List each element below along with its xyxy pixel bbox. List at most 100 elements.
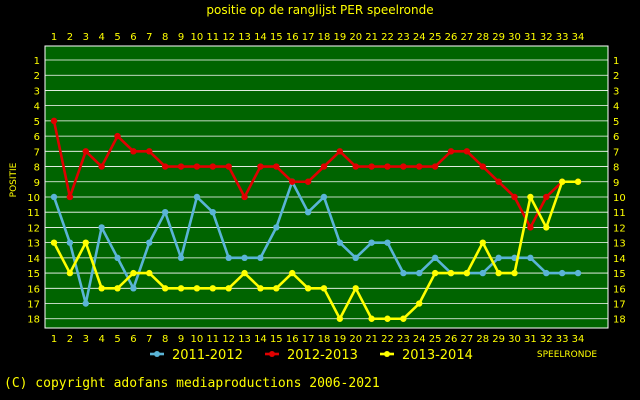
data-point	[50, 117, 58, 125]
legend-marker	[269, 351, 275, 357]
y-tick-label-right: 15	[613, 269, 626, 280]
y-tick-label-left: 8	[34, 163, 40, 174]
x-tick-label-bottom: 2	[67, 334, 73, 345]
legend-label: 2012-2013	[287, 348, 358, 363]
data-point	[558, 269, 566, 277]
y-tick-label-right: 5	[613, 117, 619, 128]
data-point	[511, 193, 518, 201]
y-tick-label-left: 14	[27, 254, 40, 265]
x-tick-label-bottom: 27	[461, 334, 474, 345]
x-tick-label-top: 8	[162, 32, 168, 43]
y-tick-label-left: 16	[27, 284, 40, 295]
data-point	[416, 269, 423, 277]
x-tick-label-bottom: 9	[178, 334, 184, 345]
data-point	[114, 132, 121, 140]
series-line-2011-2012	[52, 180, 579, 305]
x-tick-label-top: 6	[130, 32, 136, 43]
x-tick-label-top: 28	[476, 32, 489, 43]
x-tick-label-bottom: 21	[365, 334, 378, 345]
x-tick-label-top: 14	[254, 32, 267, 43]
data-point	[193, 193, 201, 201]
data-point	[352, 254, 359, 262]
data-point	[209, 209, 216, 216]
x-tick-label-top: 32	[540, 32, 553, 43]
x-tick-label-bottom: 22	[381, 334, 394, 345]
legend-label: 2011-2012	[172, 348, 243, 363]
data-point	[416, 163, 423, 170]
x-tick-label-top: 15	[270, 32, 283, 43]
y-tick-label-left: 12	[27, 223, 40, 234]
x-tick-label-bottom: 34	[572, 334, 585, 345]
y-tick-label-right: 11	[613, 208, 626, 219]
x-tick-label-top: 21	[365, 32, 378, 43]
data-point	[304, 285, 312, 292]
data-point	[495, 269, 502, 277]
data-point	[161, 209, 169, 216]
y-tick-label-left: 13	[27, 239, 40, 250]
x-tick-label-bottom: 7	[146, 334, 152, 345]
data-point	[66, 269, 74, 277]
data-point	[98, 163, 105, 170]
data-point	[304, 209, 312, 216]
data-point	[82, 148, 89, 155]
data-point	[241, 193, 248, 201]
data-point	[98, 224, 105, 231]
x-tick-label-bottom: 26	[445, 334, 458, 345]
data-point	[177, 285, 185, 292]
data-point	[336, 148, 344, 155]
data-point	[558, 178, 566, 185]
data-point	[336, 315, 344, 322]
data-point	[130, 269, 137, 277]
data-point	[574, 269, 582, 277]
x-tick-label-top: 23	[397, 32, 410, 43]
x-tick-label-top: 13	[238, 32, 251, 43]
x-tick-label-bottom: 13	[238, 334, 251, 345]
y-tick-label-right: 14	[613, 254, 626, 265]
data-point	[431, 163, 439, 170]
y-tick-label-right: 12	[613, 223, 626, 234]
data-point	[209, 285, 216, 292]
x-tick-label-top: 16	[286, 32, 299, 43]
copyright-text: (C) copyright adofans mediaproductions 2…	[4, 376, 380, 391]
x-tick-label-top: 4	[98, 32, 104, 43]
data-point	[574, 178, 582, 185]
data-point	[352, 285, 359, 292]
data-point	[50, 239, 58, 246]
x-tick-label-top: 12	[222, 32, 235, 43]
x-tick-label-bottom: 17	[302, 334, 315, 345]
series-line-2013-2014	[52, 180, 579, 321]
data-point	[431, 254, 439, 262]
data-point	[257, 254, 264, 262]
data-point	[384, 239, 391, 246]
data-point	[416, 300, 423, 307]
data-point	[320, 285, 328, 292]
x-tick-label-top: 2	[67, 32, 73, 43]
x-tick-label-top: 22	[381, 32, 394, 43]
data-point	[543, 193, 550, 201]
x-tick-label-bottom: 1	[51, 334, 57, 345]
data-point	[543, 224, 550, 231]
x-tick-label-bottom: 24	[413, 334, 426, 345]
data-point	[225, 163, 232, 170]
x-tick-label-bottom: 33	[556, 334, 569, 345]
data-point	[177, 254, 185, 262]
x-tick-label-bottom: 11	[206, 334, 219, 345]
x-tick-label-top: 5	[114, 32, 120, 43]
data-point	[368, 163, 375, 170]
x-tick-label-top: 17	[302, 32, 315, 43]
data-point	[479, 269, 486, 277]
data-point	[527, 193, 534, 201]
x-tick-label-bottom: 12	[222, 334, 235, 345]
data-point	[82, 300, 89, 307]
x-tick-label-bottom: 3	[83, 334, 89, 345]
legend-marker	[384, 351, 390, 357]
x-tick-label-bottom: 8	[162, 334, 168, 345]
x-tick-label-bottom: 30	[508, 334, 521, 345]
y-tick-label-right: 17	[613, 300, 626, 311]
data-point	[368, 239, 375, 246]
y-tick-label-left: 5	[34, 117, 40, 128]
data-point	[384, 315, 391, 322]
data-point	[146, 239, 153, 246]
data-point	[384, 163, 391, 170]
